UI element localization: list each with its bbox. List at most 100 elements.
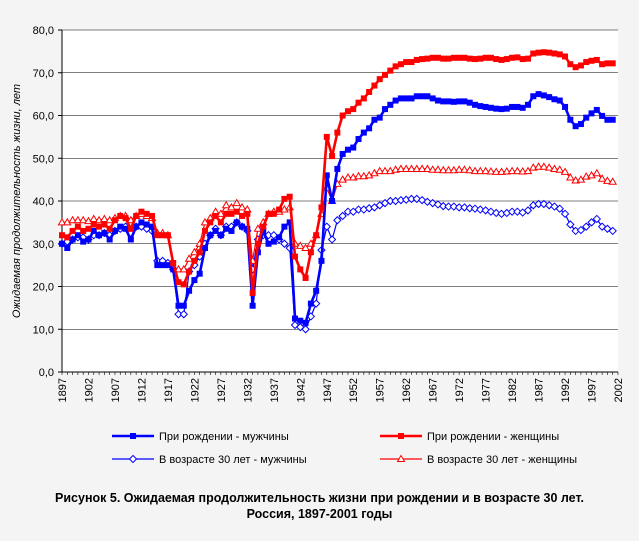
data-point (449, 202, 459, 211)
data-point (276, 206, 283, 213)
data-point (111, 227, 118, 234)
data-point (249, 289, 256, 296)
data-point (513, 207, 522, 216)
data-point (297, 317, 304, 324)
data-point (438, 165, 448, 174)
data-point (498, 106, 505, 113)
data-point (519, 104, 526, 111)
data-point (562, 103, 569, 110)
x-tick-label: 1922 (189, 378, 201, 402)
data-point (524, 101, 531, 108)
data-point (291, 253, 298, 260)
data-point (509, 103, 516, 110)
data-point (551, 96, 558, 103)
data-point (228, 227, 235, 234)
data-point (227, 202, 236, 211)
data-point (419, 93, 426, 100)
data-point (207, 219, 214, 226)
data-point (440, 98, 447, 105)
data-point (461, 54, 468, 61)
data-point (350, 144, 357, 151)
data-point (59, 232, 65, 239)
data-point (174, 264, 183, 273)
data-point (59, 240, 65, 247)
figure-caption: Рисунок 5. Ожидаемая продолжительность ж… (0, 490, 639, 522)
x-tick-label: 1927 (216, 378, 228, 402)
data-point (64, 245, 71, 252)
data-point (408, 95, 415, 102)
data-point (180, 302, 187, 309)
data-point (191, 257, 198, 264)
data-point (560, 209, 570, 219)
data-point (307, 249, 314, 256)
data-point (154, 262, 161, 269)
data-point (518, 167, 528, 175)
data-point (291, 315, 298, 322)
data-point (302, 319, 309, 326)
data-point (567, 116, 574, 123)
data-point (143, 210, 150, 217)
data-point (396, 164, 406, 172)
data-point (270, 238, 277, 245)
data-point (577, 121, 584, 128)
data-point (281, 195, 288, 202)
data-point (339, 150, 346, 157)
data-point (133, 212, 140, 219)
data-point (609, 116, 616, 123)
data-point (122, 215, 129, 222)
data-point (412, 164, 422, 172)
data-point (582, 222, 591, 231)
data-point (80, 227, 87, 234)
x-tick-label: 1962 (401, 378, 413, 402)
x-tick-label: 1972 (454, 378, 466, 402)
data-point (497, 167, 506, 175)
data-point (295, 241, 305, 249)
data-point (360, 95, 367, 102)
data-point (69, 236, 76, 243)
data-point (408, 59, 415, 66)
data-point (487, 54, 494, 61)
legend-marker (130, 433, 136, 439)
data-point (244, 210, 251, 217)
data-point (78, 215, 88, 224)
data-point (366, 88, 373, 95)
data-point (555, 204, 564, 213)
legend-item: При рождении - мужчины (112, 431, 289, 443)
data-point (387, 101, 394, 108)
data-point (232, 198, 242, 207)
data-point (413, 93, 420, 100)
data-point (503, 56, 510, 63)
data-point (481, 166, 490, 175)
y-tick-label: 30,0 (33, 239, 54, 251)
legend-item: В возрасте 30 лет - женщины (380, 454, 577, 466)
data-point (534, 162, 543, 170)
data-point (313, 232, 320, 239)
data-point (85, 225, 92, 232)
data-point (265, 210, 272, 217)
data-point (318, 257, 325, 264)
data-point (577, 62, 584, 69)
data-point (216, 209, 226, 217)
x-tick-label: 1967 (428, 378, 440, 402)
data-point (460, 165, 469, 173)
data-point (201, 245, 208, 252)
data-point (551, 50, 558, 57)
data-point (382, 71, 389, 78)
data-point (323, 133, 330, 140)
data-point (603, 176, 612, 184)
data-point (566, 220, 575, 229)
data-point (233, 208, 240, 215)
data-point (535, 49, 542, 56)
caption-line-1: Рисунок 5. Ожидаемая продолжительность ж… (55, 491, 584, 505)
data-point (265, 240, 272, 247)
data-point (509, 54, 516, 61)
life-expectancy-chart: 0,0 10,0 20,0 30,0 40,0 50,0 60,0 70,0 80,0 1897 1… (11, 25, 625, 466)
data-point (482, 103, 489, 110)
data-point (329, 198, 336, 204)
data-point (604, 116, 611, 123)
data-point (439, 201, 448, 211)
data-point (68, 215, 77, 224)
data-point (101, 230, 108, 237)
data-point (401, 164, 411, 172)
data-point (477, 103, 484, 110)
